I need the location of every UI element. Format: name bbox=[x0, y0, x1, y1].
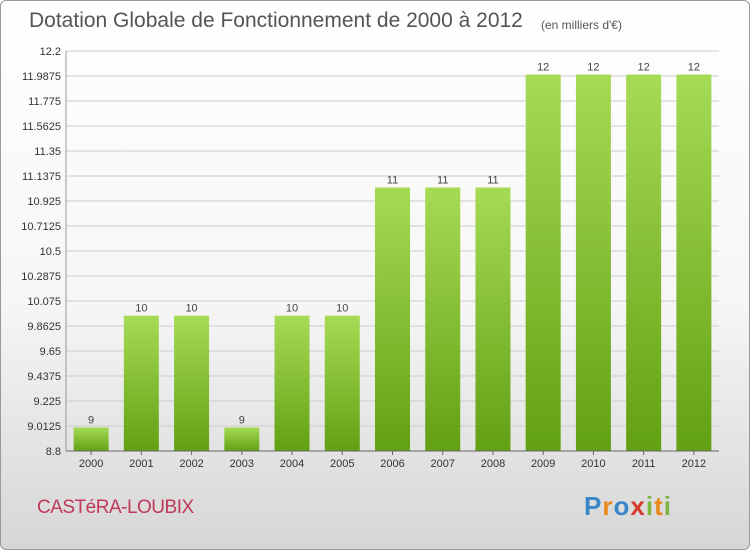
y-tick-label: 9.225 bbox=[33, 396, 61, 408]
bar-2006 bbox=[375, 187, 410, 451]
bar-value-label: 11 bbox=[487, 174, 498, 186]
x-tick-label: 2007 bbox=[430, 458, 454, 470]
y-axis-ticks: 8.8 9.0125 9.225 9.4375 9.65 9.8625 10.075 10.2… bbox=[21, 46, 61, 458]
x-tick-label: 2004 bbox=[280, 458, 304, 470]
bar-value-label: 11 bbox=[387, 174, 398, 186]
x-tick-label: 2011 bbox=[632, 458, 656, 470]
bar-2000 bbox=[73, 427, 109, 451]
bar-2012 bbox=[676, 74, 712, 451]
brand-letter: t bbox=[654, 491, 664, 521]
chart-unit: (en milliers d'€) bbox=[541, 18, 622, 32]
x-tick-label: 2008 bbox=[481, 458, 505, 470]
y-tick-label: 9.8625 bbox=[27, 321, 61, 333]
x-tick-label: 2000 bbox=[79, 458, 103, 470]
bar-2007 bbox=[425, 187, 461, 451]
bar-2004 bbox=[274, 315, 310, 451]
bar-value-label: 10 bbox=[185, 303, 197, 315]
brand-letter: i bbox=[663, 491, 672, 521]
bar-value-label: 10 bbox=[336, 303, 348, 315]
bar-2003 bbox=[224, 427, 260, 451]
x-tick-label: 2005 bbox=[330, 458, 354, 470]
bar-value-label: 10 bbox=[135, 303, 147, 315]
y-tick-label: 10.7125 bbox=[21, 221, 61, 233]
brand-logo: Proxiti bbox=[584, 491, 672, 522]
bar-value-label: 10 bbox=[286, 303, 298, 315]
bar-value-label: 9 bbox=[239, 414, 245, 426]
brand-letter: P bbox=[584, 491, 603, 521]
x-tick-label: 2002 bbox=[179, 458, 203, 470]
bar-value-label: 12 bbox=[537, 62, 549, 74]
x-tick-label: 2001 bbox=[129, 458, 153, 470]
x-tick-label: 2003 bbox=[230, 458, 254, 470]
chart-title: Dotation Globale de Fonctionnement de 20… bbox=[29, 9, 523, 32]
x-tick-label: 2010 bbox=[581, 458, 605, 470]
bar-2008 bbox=[475, 187, 511, 451]
bar-2002 bbox=[174, 315, 210, 451]
brand-letter: o bbox=[613, 491, 631, 521]
y-tick-label: 8.8 bbox=[46, 446, 61, 458]
x-tick-label: 2006 bbox=[380, 458, 404, 470]
axes bbox=[65, 51, 719, 452]
y-tick-label: 10.925 bbox=[27, 196, 61, 208]
brand-letter: x bbox=[630, 491, 646, 521]
y-tick-label: 11.9875 bbox=[22, 71, 61, 83]
y-tick-label: 9.4375 bbox=[27, 371, 61, 383]
bar-value-label: 12 bbox=[688, 62, 700, 74]
bar-value-label: 12 bbox=[638, 62, 650, 74]
y-tick-label: 11.1375 bbox=[22, 171, 61, 183]
bars: 9 10 10 9 10 10 11 11 11 12 12 12 12 bbox=[73, 62, 712, 451]
y-tick-label: 12.2 bbox=[40, 46, 61, 58]
y-tick-label: 11.5625 bbox=[22, 121, 61, 133]
bar-2011 bbox=[626, 74, 662, 451]
y-tick-label: 10.2875 bbox=[21, 271, 61, 283]
x-tick-label: 2009 bbox=[531, 458, 555, 470]
bar-2010 bbox=[575, 74, 611, 451]
bar-2001 bbox=[123, 315, 159, 451]
y-tick-label: 11.775 bbox=[28, 96, 61, 108]
y-tick-label: 9.65 bbox=[40, 346, 61, 358]
commune-name: CASTéRA-LOUBIX bbox=[37, 497, 194, 518]
bar-2005 bbox=[324, 315, 360, 451]
bar-value-label: 11 bbox=[437, 174, 448, 186]
x-axis-ticks: 2000 2001 2002 2003 2004 2005 2006 2007 2008 2009… bbox=[79, 451, 706, 470]
bar-2009 bbox=[525, 74, 561, 451]
brand-letter: i bbox=[645, 491, 655, 521]
brand-letter: r bbox=[602, 491, 614, 521]
y-tick-label: 10.075 bbox=[27, 296, 61, 308]
y-tick-label: 9.0125 bbox=[27, 421, 61, 433]
bar-value-label: 12 bbox=[587, 62, 599, 74]
y-tick-label: 10.5 bbox=[40, 246, 61, 258]
x-tick-label: 2012 bbox=[682, 458, 706, 470]
bar-value-label: 9 bbox=[88, 414, 94, 426]
y-tick-label: 11.35 bbox=[34, 146, 61, 158]
